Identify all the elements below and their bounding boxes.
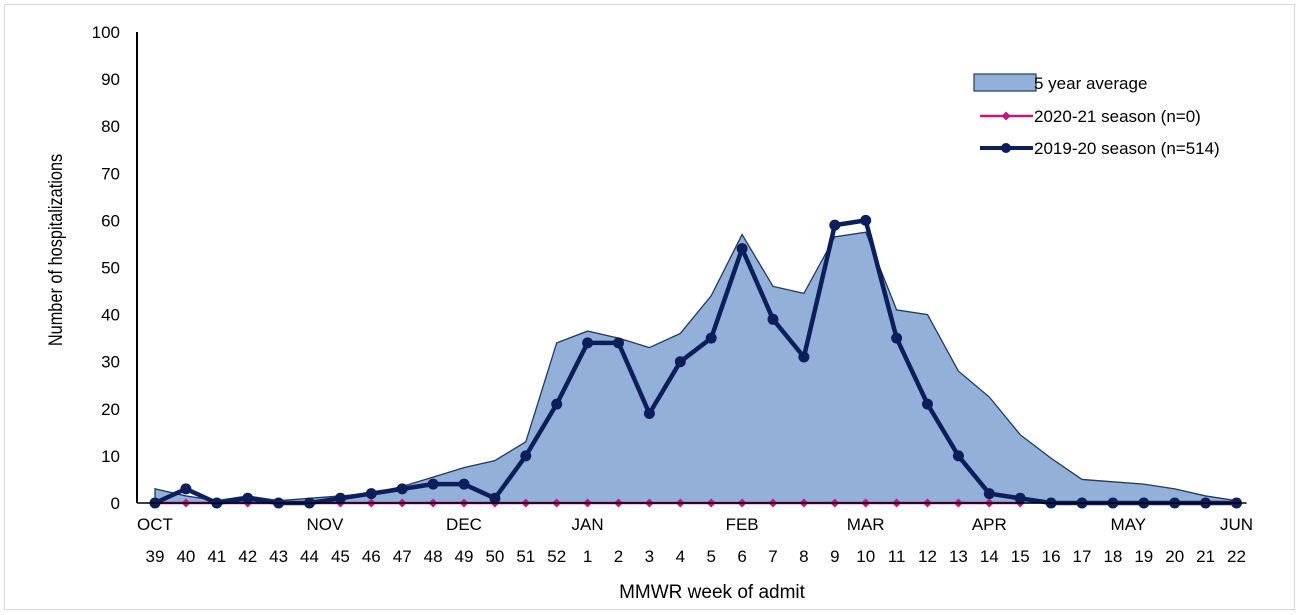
point-2019-20-season	[922, 398, 933, 410]
x-tick-label: 41	[207, 547, 226, 566]
point-2019-20-season	[829, 219, 841, 231]
area-5-year-average	[154, 231, 1238, 504]
point-2019-20-season	[458, 478, 470, 490]
y-tick-label: 40	[101, 306, 120, 325]
x-tick-label: 5	[706, 547, 715, 566]
legend: 5 year average 2020-21 season (n=0) 2019…	[973, 73, 1220, 158]
x-tick-label: 49	[455, 547, 474, 566]
x-tick-label: 13	[949, 547, 968, 566]
point-2019-20-season	[489, 492, 501, 504]
legend-marker-2019-20-season	[1001, 143, 1011, 153]
x-tick-label: 6	[737, 547, 746, 566]
y-tick-label: 50	[101, 259, 120, 278]
point-2019-20-season	[860, 214, 872, 226]
point-2019-20-season	[674, 356, 686, 368]
point-2019-20-season	[427, 478, 439, 490]
legend-label-2020-21-season: 2020-21 season (n=0)	[1034, 107, 1201, 126]
x-tick-label: 20	[1165, 547, 1184, 566]
point-2019-20-season	[180, 483, 192, 495]
legend-label-2019-20-season: 2019-20 season (n=514)	[1034, 139, 1220, 158]
point-2019-20-season	[520, 450, 532, 462]
x-month-label: NOV	[307, 515, 345, 534]
point-2019-20-season	[643, 408, 655, 420]
x-tick-label: 7	[768, 547, 777, 566]
x-month-label: APR	[972, 515, 1007, 534]
chart-frame	[4, 4, 1295, 610]
x-tick-label: 8	[799, 547, 808, 566]
x-axis-week-labels: 39 40 41 42 43 44 45 46 47 48 49 50 51 52 1 2 3 4 5 6 7 8 9 10 1…	[146, 547, 1246, 566]
x-tick-label: 51	[516, 547, 535, 566]
legend-marker-2020-21-season	[1001, 111, 1011, 121]
x-tick-label: 3	[645, 547, 654, 566]
x-tick-label: 43	[269, 547, 288, 566]
x-tick-label: 44	[300, 547, 319, 566]
plot-area	[136, 32, 1247, 509]
x-month-label: FEB	[726, 515, 759, 534]
point-2019-20-season	[705, 332, 717, 344]
x-tick-label: 52	[547, 547, 566, 566]
x-tick-label: 4	[676, 547, 685, 566]
x-tick-label: 17	[1073, 547, 1092, 566]
x-tick-label: 46	[362, 547, 381, 566]
point-2019-20-season	[767, 313, 779, 325]
x-axis-month-labels: OCT NOV DEC JAN FEB MAR APR MAY JUN	[137, 515, 1253, 534]
y-axis-title: Number of hospitalizations	[45, 154, 66, 346]
x-tick-label: 21	[1196, 547, 1215, 566]
y-tick-label: 60	[101, 211, 120, 230]
y-tick-label: 80	[101, 117, 120, 136]
point-2019-20-season	[242, 492, 254, 504]
x-tick-label: 45	[331, 547, 350, 566]
x-tick-label: 40	[176, 547, 195, 566]
x-tick-label: 14	[980, 547, 999, 566]
point-2019-20-season	[334, 492, 346, 504]
x-tick-label: 2	[614, 547, 623, 566]
legend-swatch-5-year-average	[973, 73, 1037, 92]
y-tick-label: 30	[101, 353, 120, 372]
point-2019-20-season	[365, 488, 377, 500]
x-tick-label: 10	[856, 547, 875, 566]
point-2019-20-season	[396, 483, 408, 495]
x-tick-label: 12	[918, 547, 937, 566]
x-tick-label: 15	[1011, 547, 1030, 566]
y-tick-label: 70	[101, 164, 120, 183]
x-tick-label: 11	[888, 547, 906, 566]
x-month-label: OCT	[137, 515, 173, 534]
y-tick-label: 90	[101, 70, 120, 89]
point-2019-20-season	[582, 337, 594, 349]
point-2019-20-season	[613, 337, 624, 349]
y-tick-label: 20	[101, 400, 120, 419]
point-2019-20-season	[736, 243, 748, 255]
point-2019-20-season	[798, 351, 810, 363]
x-tick-label: 39	[146, 547, 165, 566]
x-tick-label: 19	[1134, 547, 1153, 566]
x-tick-label: 16	[1042, 547, 1061, 566]
point-2019-20-season	[551, 398, 563, 410]
y-tick-label: 10	[101, 447, 120, 466]
x-tick-label: 47	[393, 547, 412, 566]
y-tick-label: 0	[111, 494, 120, 513]
x-tick-label: 48	[424, 547, 443, 566]
x-tick-label: 1	[583, 547, 592, 566]
y-axis-ticks: 0 10 20 30 40 50 60 70 80 90 100	[92, 23, 120, 513]
x-month-label: MAR	[847, 515, 885, 534]
point-2019-20-season	[983, 488, 995, 500]
x-axis-title: MMWR week of admit	[619, 582, 806, 603]
x-tick-label: 9	[830, 547, 839, 566]
point-2019-20-season	[952, 450, 964, 462]
x-month-label: JAN	[572, 515, 604, 534]
x-tick-label: 50	[485, 547, 504, 566]
x-month-label: MAY	[1111, 515, 1147, 534]
x-tick-label: 42	[238, 547, 257, 566]
y-tick-label: 100	[92, 23, 120, 42]
x-tick-label: 22	[1227, 547, 1246, 566]
point-2019-20-season	[891, 332, 903, 344]
x-tick-label: 18	[1103, 547, 1122, 566]
point-2019-20-season	[1014, 492, 1026, 504]
x-month-label: DEC	[446, 515, 482, 534]
x-month-label: JUN	[1220, 515, 1253, 534]
legend-label-5-year-average: 5 year average	[1034, 74, 1147, 93]
